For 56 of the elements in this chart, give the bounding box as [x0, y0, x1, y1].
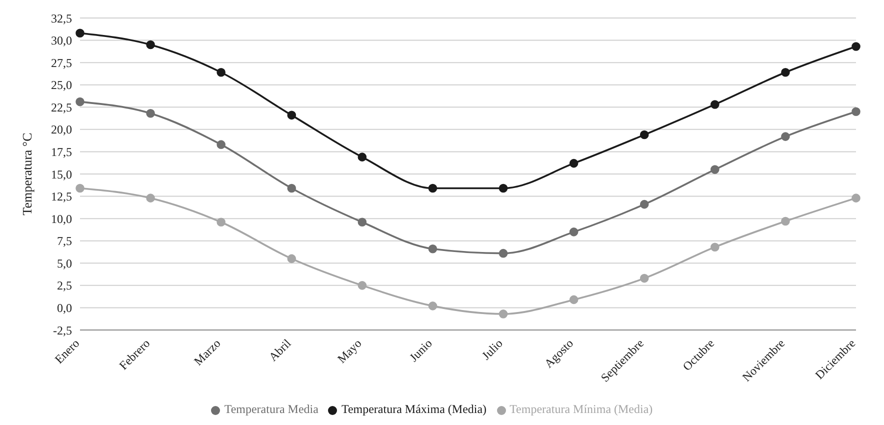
point — [781, 132, 790, 141]
point — [710, 242, 720, 252]
point — [358, 152, 367, 162]
point — [498, 310, 508, 318]
point — [76, 97, 84, 106]
point — [852, 107, 860, 116]
legend-label: Temperatura Máxima (Media) — [341, 402, 487, 416]
point — [498, 248, 508, 258]
point — [428, 244, 438, 254]
y-tick-label: 30,0 — [51, 34, 72, 48]
y-tick-label: -2,5 — [53, 323, 72, 338]
point — [358, 281, 367, 290]
y-tick-label: 25,0 — [51, 78, 72, 92]
y-tick-label: 32,5 — [51, 11, 72, 26]
point — [710, 100, 720, 109]
point — [216, 68, 226, 77]
point — [146, 40, 155, 50]
point — [428, 184, 438, 193]
point — [640, 200, 649, 209]
point — [358, 218, 367, 227]
point — [569, 295, 578, 304]
y-tick-label: 0,0 — [57, 300, 72, 315]
y-tick-label: 2,5 — [57, 278, 72, 293]
x-tick-label: Julio — [478, 336, 506, 363]
y-axis-title: Temperatura °C — [20, 132, 35, 216]
point — [498, 184, 508, 193]
point — [781, 216, 790, 226]
y-tick-label: 20,0 — [51, 122, 72, 137]
point — [852, 194, 860, 202]
point — [146, 108, 155, 118]
y-tick-label: 5,0 — [57, 256, 72, 270]
point — [569, 228, 578, 236]
y-tick-label: 17,5 — [51, 144, 72, 159]
point — [428, 302, 438, 310]
point — [640, 274, 649, 283]
point — [287, 254, 296, 264]
point — [76, 184, 84, 193]
point — [569, 158, 578, 168]
y-tick-label: 12,5 — [51, 190, 72, 204]
y-tick-label: 27,5 — [51, 56, 72, 70]
point — [146, 194, 155, 202]
point — [287, 110, 296, 120]
point — [852, 42, 860, 51]
y-tick-label: 10,0 — [51, 212, 72, 226]
point — [710, 165, 720, 174]
point — [640, 130, 649, 140]
point — [781, 68, 790, 77]
point — [216, 218, 226, 227]
y-tick-label: 7,5 — [57, 234, 72, 248]
legend-label: Temperatura Mínima (Media) — [510, 402, 653, 416]
legend-label: Temperatura Media — [224, 402, 318, 416]
y-tick-label: 22,5 — [51, 100, 72, 114]
point — [287, 184, 296, 193]
point — [76, 28, 84, 38]
y-tick-label: 15,0 — [51, 167, 72, 182]
point — [216, 140, 226, 149]
